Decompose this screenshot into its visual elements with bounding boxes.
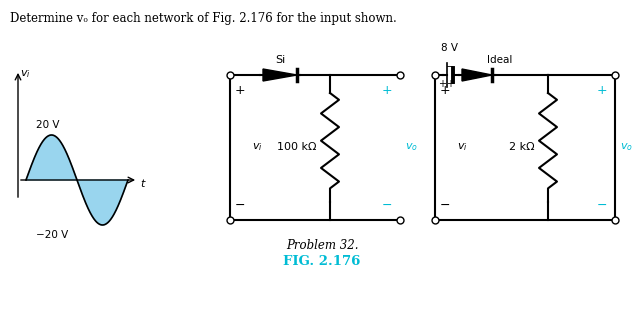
Text: +: + <box>438 79 446 89</box>
Text: Ideal: Ideal <box>488 55 513 65</box>
Text: +: + <box>596 83 607 96</box>
Polygon shape <box>462 69 492 81</box>
Text: 2 kΩ: 2 kΩ <box>509 142 535 152</box>
Text: −: − <box>235 198 245 211</box>
Text: $v_o$: $v_o$ <box>620 141 633 153</box>
Text: +: + <box>446 79 454 89</box>
Text: −: − <box>381 198 392 211</box>
Text: Si: Si <box>275 55 285 65</box>
Text: +: + <box>235 83 245 96</box>
Text: Determine vₒ for each network of Fig. 2.176 for the input shown.: Determine vₒ for each network of Fig. 2.… <box>10 12 397 25</box>
Text: 20 V: 20 V <box>36 120 59 130</box>
Text: $v_i$: $v_i$ <box>252 141 263 153</box>
Text: +: + <box>440 83 451 96</box>
Text: −: − <box>440 198 451 211</box>
Polygon shape <box>26 135 77 180</box>
Text: Problem 32.: Problem 32. <box>286 239 358 252</box>
Text: −: − <box>446 62 454 72</box>
Text: $v_i$: $v_i$ <box>20 68 31 80</box>
Text: +: + <box>381 83 392 96</box>
Text: −20 V: −20 V <box>36 230 68 240</box>
Text: $v_o$: $v_o$ <box>405 141 418 153</box>
Polygon shape <box>263 69 297 81</box>
Text: $v_i$: $v_i$ <box>457 141 468 153</box>
Text: FIG. 2.176: FIG. 2.176 <box>283 255 361 268</box>
Text: 100 kΩ: 100 kΩ <box>278 142 317 152</box>
Text: 8 V: 8 V <box>442 43 459 53</box>
Text: −: − <box>596 198 607 211</box>
Polygon shape <box>77 180 128 225</box>
Text: $t$: $t$ <box>140 177 147 189</box>
